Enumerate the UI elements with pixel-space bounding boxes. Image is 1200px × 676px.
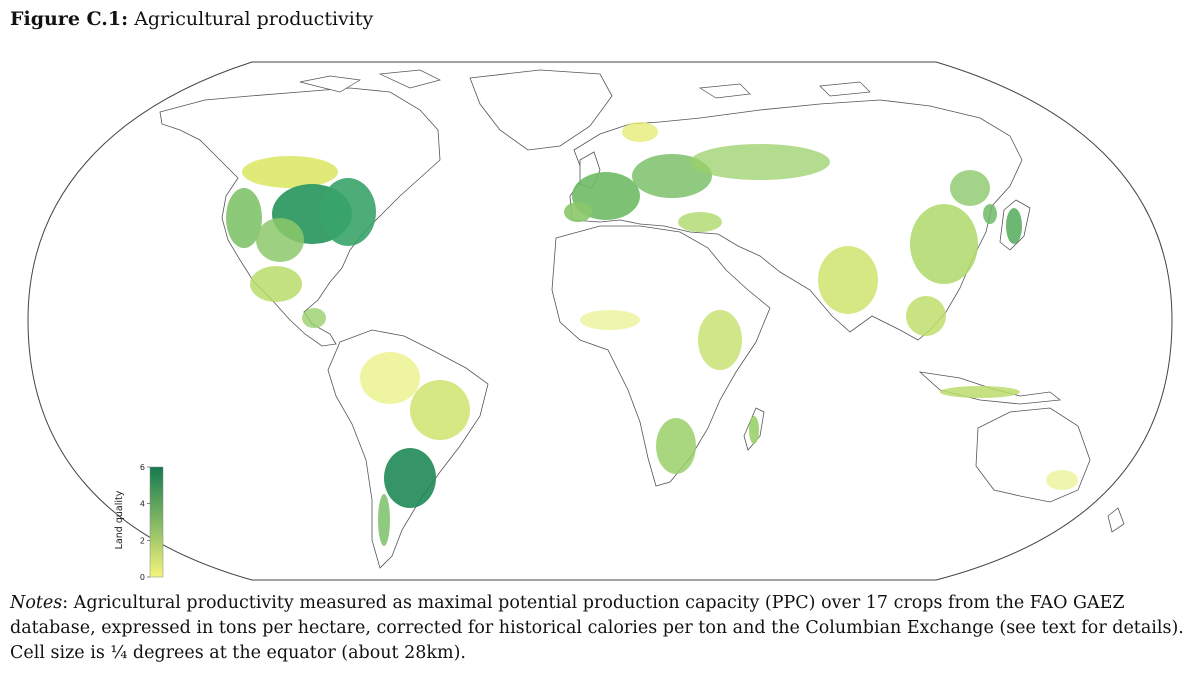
patch-indonesia bbox=[940, 386, 1020, 398]
patch-madagascar bbox=[749, 416, 759, 444]
notes-label: Notes bbox=[10, 593, 63, 613]
legend-ticks: 0 2 4 6 bbox=[140, 463, 150, 582]
patch-us-west bbox=[226, 188, 262, 248]
figure-label: Figure C.1: bbox=[10, 8, 129, 30]
patch-turkey bbox=[678, 212, 722, 232]
patch-us-great-plains bbox=[256, 218, 304, 262]
world-map: Land quality 0 2 4 6 bbox=[27, 61, 1173, 582]
patch-china-east bbox=[910, 204, 978, 284]
map-frame bbox=[27, 61, 1173, 581]
legend-tick-label: 6 bbox=[140, 463, 145, 472]
legend-tick-label: 4 bbox=[140, 500, 145, 509]
legend-title: Land quality bbox=[114, 490, 125, 549]
patch-scandinavia bbox=[622, 122, 658, 142]
patch-northeast-china bbox=[950, 170, 990, 206]
africa-outline bbox=[551, 225, 771, 487]
legend-colorbar bbox=[149, 466, 164, 578]
patch-chile bbox=[378, 494, 390, 546]
patch-central-america bbox=[302, 308, 326, 328]
world-map-svg: Land quality 0 2 4 6 bbox=[27, 61, 1173, 582]
legend-tick-label: 2 bbox=[140, 536, 145, 545]
australia-outline bbox=[975, 407, 1091, 503]
legend: Land quality 0 2 4 6 bbox=[114, 463, 164, 582]
new-zealand-outline bbox=[1107, 507, 1125, 533]
patch-australia-southeast bbox=[1046, 470, 1078, 490]
arctic-islands-outline bbox=[299, 69, 871, 99]
patch-brazil-east bbox=[410, 380, 470, 440]
figure-title: Figure C.1: Agricultural productivity bbox=[10, 8, 373, 30]
productivity-layer bbox=[226, 122, 1078, 546]
patch-mexico bbox=[250, 266, 302, 302]
legend-tick-label: 0 bbox=[140, 573, 145, 582]
patch-west-africa bbox=[580, 310, 640, 330]
patch-east-africa bbox=[698, 310, 742, 370]
patch-eastern-us bbox=[320, 178, 376, 246]
patch-iberia bbox=[564, 202, 592, 222]
patch-southern-africa bbox=[656, 418, 696, 474]
patch-canada-prairies bbox=[242, 156, 338, 188]
patch-korea bbox=[983, 204, 997, 224]
patch-japan bbox=[1006, 208, 1022, 244]
notes-text: : Agricultural productivity measured as … bbox=[10, 593, 1184, 663]
greenland-outline bbox=[469, 69, 613, 151]
patch-south-america-north bbox=[360, 352, 420, 404]
patch-india bbox=[818, 246, 878, 314]
figure-notes: Notes: Agricultural productivity measure… bbox=[10, 591, 1195, 666]
patch-pampas bbox=[384, 448, 436, 508]
figure-title-text: Agricultural productivity bbox=[134, 8, 374, 30]
patch-russia bbox=[690, 144, 830, 180]
patch-southeast-asia bbox=[906, 296, 946, 336]
